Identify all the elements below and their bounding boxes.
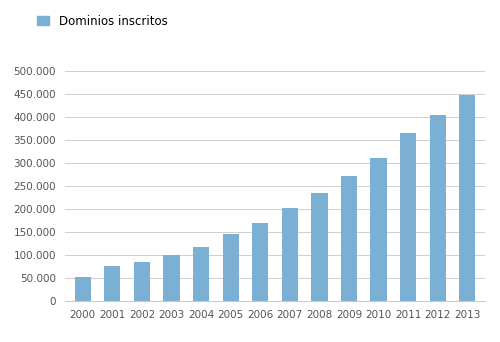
Bar [193,247,209,301]
Legend: Dominios inscritos: Dominios inscritos [38,15,168,28]
Bar [282,208,298,301]
Bar [459,95,475,301]
Bar [400,133,416,301]
Bar [134,262,150,301]
Bar [430,115,446,301]
Bar [370,158,386,301]
Bar [222,234,239,301]
Bar [341,176,357,301]
Bar [252,223,268,301]
Bar [104,266,120,301]
Bar [164,255,180,301]
Bar [311,193,328,301]
Bar [74,277,91,301]
